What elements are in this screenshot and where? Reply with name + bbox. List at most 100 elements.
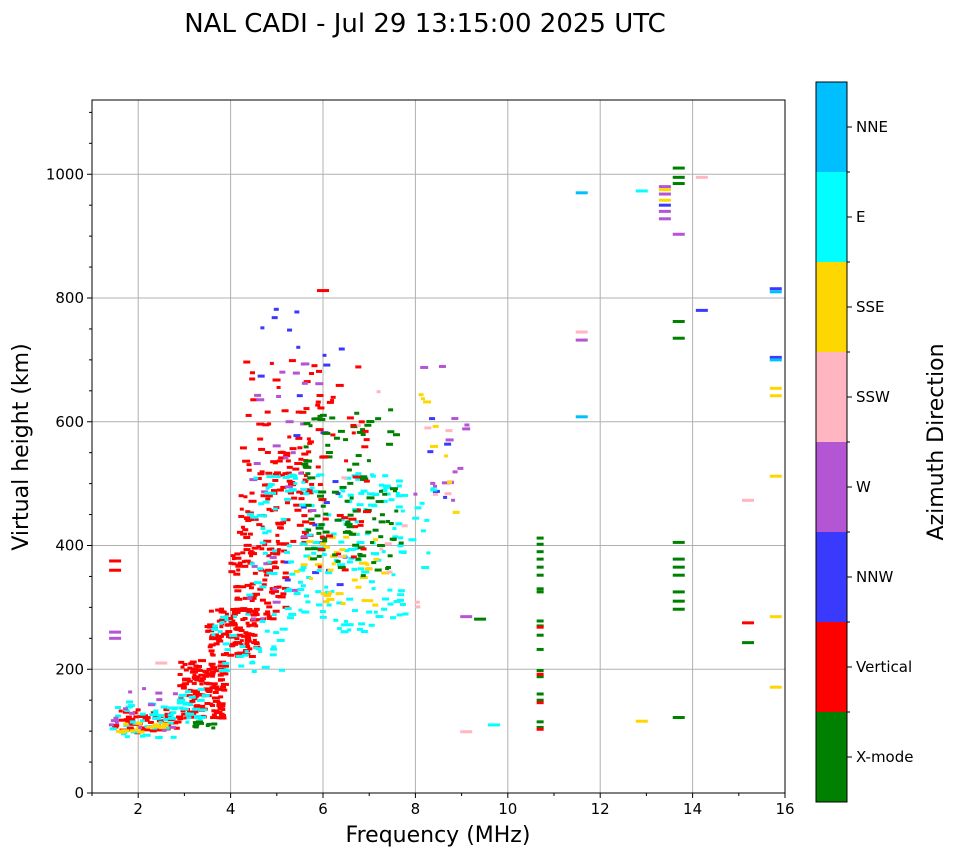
data-point [247, 623, 255, 627]
data-point [355, 454, 362, 458]
x-tick-label: 10 [498, 800, 517, 818]
data-point [375, 615, 384, 619]
data-point [292, 476, 298, 480]
data-point [340, 554, 347, 558]
data-point [658, 217, 671, 221]
data-point [292, 467, 300, 471]
data-point [156, 698, 163, 702]
data-point [358, 420, 365, 424]
data-point [351, 578, 358, 582]
data-point [336, 601, 343, 605]
data-point [358, 491, 365, 495]
data-point [238, 664, 245, 668]
data-point [395, 491, 400, 495]
data-point [276, 595, 282, 599]
data-point [363, 479, 370, 483]
data-point [283, 456, 289, 460]
data-point [358, 561, 367, 565]
data-point [288, 612, 297, 616]
data-point [390, 616, 397, 620]
data-point [318, 547, 325, 551]
data-point [238, 494, 244, 498]
data-point [303, 465, 312, 469]
data-point [286, 544, 292, 548]
data-point [237, 607, 243, 611]
data-point [327, 568, 334, 572]
data-point [253, 462, 261, 466]
data-point [536, 668, 544, 672]
data-point [337, 563, 346, 567]
data-point [229, 634, 238, 638]
data-point [209, 664, 214, 668]
data-point [272, 507, 278, 511]
data-point [252, 613, 260, 617]
data-point [451, 498, 456, 502]
data-point [261, 665, 270, 669]
data-point [129, 729, 134, 733]
data-point [169, 725, 176, 729]
data-point [474, 617, 487, 621]
data-point [359, 520, 365, 524]
data-point [239, 643, 244, 647]
data-point [156, 719, 164, 723]
data-point [385, 442, 393, 446]
data-point [742, 498, 755, 502]
data-point [301, 535, 309, 539]
data-point [241, 653, 249, 657]
data-point [272, 587, 278, 591]
data-point [310, 557, 318, 561]
data-point [536, 565, 544, 569]
data-point [196, 698, 205, 702]
data-point [245, 621, 250, 625]
data-point [303, 554, 311, 558]
data-point [399, 602, 406, 606]
data-point [371, 587, 376, 591]
data-point [325, 455, 333, 459]
data-point [194, 714, 202, 718]
data-point [266, 615, 272, 619]
data-point [298, 608, 303, 612]
data-point [344, 459, 349, 463]
data-point [460, 730, 473, 734]
data-point [257, 437, 264, 441]
data-point [270, 591, 275, 595]
data-point [364, 532, 370, 536]
data-point [317, 494, 325, 498]
data-point [349, 496, 354, 500]
data-point [306, 533, 313, 537]
data-point [220, 610, 227, 614]
data-point [249, 377, 256, 381]
data-point [130, 730, 139, 734]
data-point [267, 494, 273, 498]
data-point [536, 672, 544, 676]
data-point [158, 726, 166, 730]
data-point [209, 652, 214, 656]
data-point [153, 709, 159, 713]
data-point [672, 182, 685, 186]
data-point [382, 492, 388, 496]
data-point [218, 695, 224, 699]
y-tick-label: 600 [55, 413, 84, 431]
data-point [245, 612, 251, 616]
data-point [223, 615, 229, 619]
data-point [306, 490, 312, 494]
data-point [139, 734, 145, 738]
data-point [259, 470, 265, 474]
data-point [231, 622, 238, 626]
data-point [177, 672, 183, 676]
data-point [347, 628, 352, 632]
data-point [209, 637, 218, 641]
data-point [201, 694, 210, 698]
data-point [244, 583, 252, 587]
data-point [188, 695, 196, 699]
plot-frame [91, 99, 786, 794]
data-point [206, 667, 212, 671]
data-point [185, 690, 192, 694]
data-point [262, 423, 270, 427]
data-point [163, 708, 170, 712]
data-point [536, 727, 544, 731]
data-point [163, 718, 169, 722]
data-point [263, 612, 271, 616]
data-point [284, 489, 293, 493]
data-point [109, 568, 122, 572]
